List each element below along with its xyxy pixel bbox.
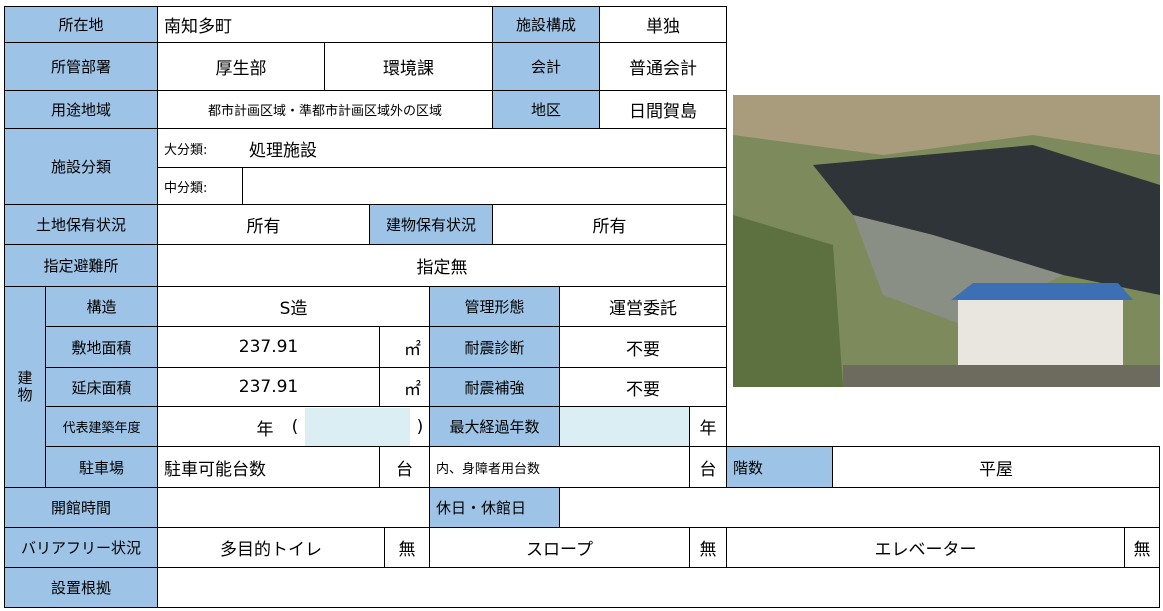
label-cell: 階数 [726,446,833,488]
value-cell: ( [291,417,299,437]
label-cell: 設置根拠 [4,567,158,608]
value-cell: 無 [384,527,430,568]
value-cell: 都市計画区域・準都市計画区域外の区域 [157,90,493,129]
label-cell: 代表建築年度 [45,406,158,447]
value-cell: 単独 [599,6,727,43]
label-cell: 会計 [492,42,600,91]
label-cell: 敷地面積 [45,326,158,368]
value-cell: エレベーター [726,527,1125,568]
label-cell: 休日・休館日 [429,487,560,528]
value-cell: 大分類: [164,143,208,158]
label-cell: 開館時間 [4,487,158,528]
value-cell: 無 [1124,527,1160,568]
label-cell: バリアフリー状況 [4,527,158,568]
label-cell: 耐震診断 [429,326,560,368]
label-cell: 建物 [4,286,46,488]
value-cell: 環境課 [324,42,493,91]
value-cell: 日間賀島 [599,90,727,129]
label-cell: 延床面積 [45,367,158,407]
value-cell: 内、身障者用台数 [429,446,690,488]
value-cell [157,487,430,528]
label-cell: 最大経過年数 [429,406,560,447]
value-cell: 年 [689,406,727,447]
label-cell: 施設構成 [492,6,600,43]
label-cell: 駐車場 [45,446,158,488]
value-cell: 南知多町 [157,6,493,43]
label-cell: 耐震補強 [429,367,560,407]
value-cell: ㎡ [379,367,430,407]
label-cell: 施設分類 [4,128,158,205]
value-cell: スロープ [429,527,690,568]
label-cell: 管理形態 [429,286,560,327]
label-cell: 所管部署 [4,42,158,91]
value-cell: ) [416,417,424,437]
value-cell: 不要 [559,367,727,407]
value-cell [305,408,410,446]
label-cell: 地区 [492,90,600,129]
label-cell: 指定避難所 [4,244,158,287]
value-cell [559,487,1160,528]
value-cell: 中分類: [157,167,243,205]
value-cell: 指定無 [157,244,727,287]
value-cell: 無 [689,527,727,568]
value-cell: S造 [157,286,430,327]
value-cell [242,167,727,205]
value-cell: 所有 [492,204,727,245]
value-cell [157,128,727,168]
value-cell: 多目的トイレ [157,527,385,568]
value-cell [559,406,690,447]
value-cell: 所有 [157,204,370,245]
value-cell [157,567,1160,608]
label-cell: 建物保有状況 [369,204,493,245]
facility-photo [733,95,1160,387]
value-cell: 厚生部 [157,42,325,91]
value-cell: 台 [689,446,727,488]
label-cell: 構造 [45,286,158,327]
value-cell: 普通会計 [599,42,727,91]
value-cell: 237.91 [157,367,380,407]
value-cell: 237.91 [157,326,380,368]
value-cell: ㎡ [379,326,430,368]
value-cell: 駐車可能台数 [157,446,380,488]
value-cell: 年 [256,419,274,440]
label-cell: 所在地 [4,6,158,43]
value-cell: 平屋 [832,446,1160,488]
label-cell: 土地保有状況 [4,204,158,245]
value-cell: 台 [379,446,430,488]
value-cell: 運営委託 [559,286,727,327]
value-cell: 処理施設 [249,141,317,161]
label-cell: 用途地域 [4,90,158,129]
value-cell: 不要 [559,326,727,368]
